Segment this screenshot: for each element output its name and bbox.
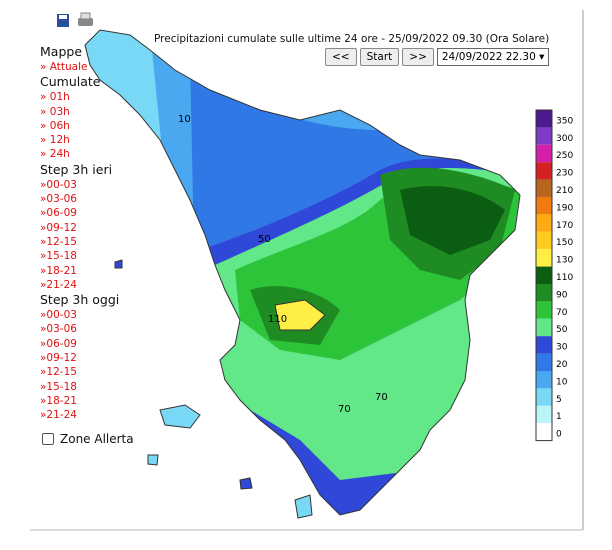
island [294, 494, 313, 519]
legend-label: 170 [556, 221, 573, 231]
menu-link[interactable]: »15-18 [40, 250, 77, 263]
legend-swatch [536, 110, 552, 128]
legend-label: 210 [556, 186, 573, 196]
section-title: Step 3h ieri [40, 161, 113, 177]
legend-label: 1 [556, 412, 562, 422]
legend-swatch [536, 371, 552, 389]
legend-swatch [536, 197, 552, 215]
legend-label: 20 [556, 360, 568, 370]
legend-label: 190 [556, 203, 573, 213]
menu-link[interactable]: »09-12 [40, 221, 77, 234]
legend-label: 250 [556, 151, 573, 161]
print-icon-part [80, 12, 91, 20]
legend-swatch [536, 266, 552, 284]
legend-swatch [536, 162, 552, 180]
legend-swatch [536, 144, 552, 163]
menu-link[interactable]: » 01h [40, 91, 70, 104]
nav-button[interactable]: << [325, 48, 357, 66]
nav-button[interactable]: >> [402, 48, 434, 66]
section-title: Cumulate [40, 74, 101, 90]
island [114, 259, 123, 269]
legend-label: 150 [556, 238, 573, 248]
sidebar: Mappe » Attuale Cumulate» 01h» 03h» 06h » 1… [40, 44, 140, 423]
legend-label: 30 [556, 343, 568, 353]
legend-label: 5 [556, 395, 562, 405]
menu-link[interactable]: »18-21 [40, 264, 77, 277]
legend-swatch [536, 127, 552, 145]
contour-label: 50 [258, 234, 271, 245]
legend-label: 70 [556, 308, 568, 318]
date-select[interactable]: 24/09/2022 22.30 ▾ [436, 48, 550, 66]
rain-area [360, 377, 450, 450]
nav-button[interactable]: Start [359, 48, 400, 66]
menu-link[interactable]: »06-09 [40, 337, 77, 350]
legend-label: 130 [556, 256, 573, 266]
menu-link[interactable]: »15-18 [40, 380, 77, 393]
rain-area [400, 186, 505, 255]
menu-link[interactable]: »12-15 [40, 235, 77, 248]
legend-swatch [536, 179, 552, 197]
controls: << Start >> 24/09/2022 22.30 ▾ [325, 48, 550, 66]
menu-link[interactable]: »00-03 [40, 309, 77, 322]
menu-link[interactable]: »03-06 [40, 193, 77, 206]
legend: 3503002502302101901701501301109070503020… [535, 109, 573, 442]
save-icon-part [59, 15, 67, 19]
section-title: Step 3h oggi [40, 292, 120, 308]
contour-label: 70 [375, 392, 388, 403]
contour-label: 70 [338, 404, 351, 415]
checkbox-box[interactable] [42, 433, 54, 445]
legend-label: 110 [556, 273, 573, 283]
legend-swatch [536, 405, 552, 424]
menu-link[interactable]: »12-15 [40, 366, 77, 379]
legend-label: 50 [556, 325, 568, 335]
section-title: Mappe [40, 44, 83, 59]
legend-swatch [536, 336, 552, 354]
menu-link[interactable]: »06-09 [40, 207, 77, 220]
legend-swatch [536, 214, 552, 232]
menu-link[interactable]: » 06h [40, 119, 70, 132]
legend-label: 90 [556, 290, 568, 300]
legend-swatch [536, 388, 552, 406]
legend-swatch [536, 231, 552, 250]
legend-swatch [536, 284, 552, 302]
island [147, 454, 159, 466]
rain-area [274, 299, 326, 331]
checkbox-label: Zone Allerta [60, 432, 134, 446]
menu-link[interactable]: » 03h [40, 105, 70, 118]
legend-label: 350 [556, 116, 573, 126]
contour-label: 10 [178, 114, 191, 125]
title: Precipitazioni cumulate sulle ultime 24 … [154, 33, 550, 45]
legend-swatch [536, 301, 552, 319]
menu-link[interactable]: »09-12 [40, 352, 77, 365]
menu-link[interactable]: »00-03 [40, 178, 77, 191]
region-border [84, 29, 521, 516]
menu-link[interactable]: » Attuale [40, 61, 88, 73]
legend-label: 230 [556, 169, 573, 179]
legend-label: 0 [556, 430, 562, 440]
checkbox[interactable]: Zone Allerta [42, 432, 134, 446]
legend-swatch [536, 423, 552, 441]
menu-link[interactable]: » 12h [40, 134, 70, 147]
menu-link[interactable]: »21-24 [40, 409, 77, 422]
legend-label: 10 [556, 377, 568, 387]
menu-link[interactable]: »18-21 [40, 394, 77, 407]
legend-label: 300 [556, 134, 573, 144]
island [159, 404, 201, 429]
legend-swatch [536, 353, 552, 371]
contour-label: 110 [268, 314, 287, 325]
island [239, 477, 253, 490]
menu-link[interactable]: »03-06 [40, 323, 77, 336]
legend-frame [535, 109, 553, 442]
legend-swatch [536, 249, 552, 267]
legend-swatch [536, 318, 552, 337]
print-icon[interactable] [78, 18, 93, 26]
menu-link[interactable]: »21-24 [40, 278, 77, 291]
menu-link[interactable]: » 24h [40, 148, 70, 161]
